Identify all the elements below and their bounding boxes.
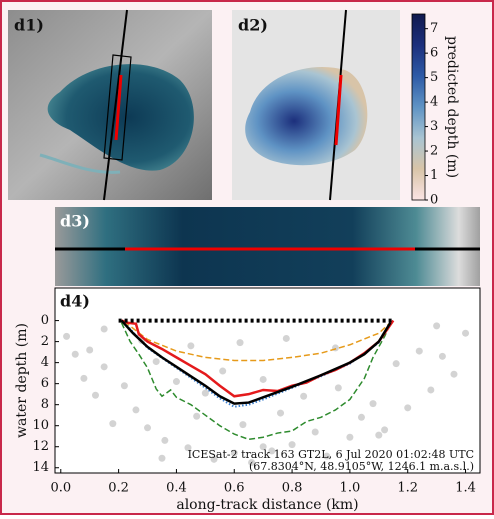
panel-label: d2) bbox=[238, 16, 268, 35]
photon-point bbox=[152, 358, 160, 366]
colorbar-fill bbox=[411, 13, 426, 201]
photon-point bbox=[172, 378, 180, 386]
photon-point bbox=[277, 409, 285, 417]
x-tick-label: 1.0 bbox=[340, 481, 361, 496]
photon-point bbox=[346, 433, 354, 441]
photon-point bbox=[415, 347, 423, 355]
photon-point bbox=[239, 421, 247, 429]
photon-point bbox=[91, 391, 99, 399]
panel-label: d3) bbox=[60, 212, 90, 231]
photon-point bbox=[144, 424, 152, 432]
photon-point bbox=[210, 455, 218, 463]
colorbar-tick-label: 3 bbox=[430, 119, 438, 134]
photon-point bbox=[334, 384, 342, 392]
panel-d3: d3) bbox=[55, 207, 480, 286]
photon-point bbox=[259, 375, 267, 383]
photon-point bbox=[268, 447, 276, 455]
depth-line bbox=[123, 321, 391, 362]
photon-point bbox=[462, 329, 470, 337]
y-tick-label: 12 bbox=[32, 439, 49, 454]
photon-point bbox=[375, 431, 383, 439]
panel-label: d4) bbox=[60, 292, 90, 311]
photon-point bbox=[433, 322, 441, 330]
depth-plot: 0.0 0.2 0.4 0.6 0.8 1.0 1.2 1.4 0 2 4 6 8 10 12 14 along… bbox=[14, 292, 476, 514]
photon-point bbox=[259, 443, 267, 451]
y-tick-label: 8 bbox=[41, 397, 49, 412]
y-axis-label: water depth (m) bbox=[14, 323, 30, 438]
photon-point bbox=[63, 332, 71, 340]
photon-point bbox=[80, 374, 88, 382]
photon-point bbox=[236, 339, 244, 347]
x-tick-label: 1.2 bbox=[397, 481, 418, 496]
colorbar-tick-label: 7 bbox=[430, 21, 438, 36]
panel-d1: d1) bbox=[8, 9, 212, 201]
x-tick-label: 0.0 bbox=[50, 481, 71, 496]
depth-line bbox=[120, 322, 392, 441]
depth-line bbox=[120, 319, 392, 405]
y-tick-label: 4 bbox=[41, 355, 49, 370]
photon-point bbox=[438, 352, 446, 360]
x-tick-label: 1.4 bbox=[455, 481, 476, 496]
annotation: ICESat-2 track 163 GT2L, 6 Jul 2020 01:0… bbox=[188, 448, 474, 461]
x-tick-label: 0.2 bbox=[108, 481, 129, 496]
colorbar: 0 1 2 3 4 5 6 7 predicted depth (m) bbox=[411, 13, 460, 208]
colorbar-tick-label: 5 bbox=[430, 70, 438, 85]
photon-point bbox=[187, 342, 195, 350]
photon-point bbox=[120, 382, 128, 390]
colorbar-tick-label: 2 bbox=[430, 144, 438, 159]
photon-point bbox=[184, 444, 192, 452]
plot-area bbox=[54, 287, 481, 474]
colorbar-tick-label: 6 bbox=[430, 46, 438, 61]
photon-point bbox=[357, 413, 365, 421]
colorbar-label: predicted depth (m) bbox=[444, 36, 460, 178]
panel-d2: d2) bbox=[232, 9, 400, 201]
photon-point bbox=[230, 449, 238, 457]
photon-point bbox=[369, 400, 377, 408]
photon-point bbox=[71, 350, 79, 358]
panel-label: d1) bbox=[14, 16, 44, 35]
photon-point bbox=[201, 389, 209, 397]
photon-point bbox=[219, 367, 227, 375]
colorbar-tick-label: 1 bbox=[430, 168, 438, 183]
photon-point bbox=[86, 346, 94, 354]
y-tick-label: 14 bbox=[32, 460, 49, 475]
y-tick-label: 10 bbox=[32, 418, 49, 433]
y-tick-label: 6 bbox=[41, 376, 49, 391]
photon-point bbox=[161, 436, 169, 444]
photon-point bbox=[311, 428, 319, 436]
colorbar-tick-label: 0 bbox=[430, 193, 438, 208]
photon-point bbox=[381, 426, 389, 434]
photon-point bbox=[100, 325, 108, 333]
x-tick-label: 0.4 bbox=[166, 481, 187, 496]
colorbar-tick-label: 4 bbox=[430, 95, 438, 110]
x-tick-label: 0.6 bbox=[224, 481, 245, 496]
photon-point bbox=[132, 406, 140, 414]
x-tick-label: 0.8 bbox=[282, 481, 303, 496]
photon-point bbox=[248, 458, 256, 466]
photon-point bbox=[404, 404, 412, 412]
y-tick-label: 0 bbox=[41, 313, 49, 328]
annotation: (67.8304°N, 48.9105°W, 1246.1 m.a.s.l.) bbox=[249, 460, 474, 473]
photon-point bbox=[450, 370, 458, 378]
photon-point bbox=[100, 363, 108, 371]
y-tick-label: 2 bbox=[41, 334, 49, 349]
photon-point bbox=[300, 392, 308, 400]
photon-point bbox=[193, 412, 201, 420]
photon-point bbox=[282, 334, 290, 342]
photon-point bbox=[392, 360, 400, 368]
photon-point bbox=[323, 452, 331, 460]
photon-point bbox=[158, 454, 166, 462]
photon-point bbox=[427, 386, 435, 394]
photon-point bbox=[288, 441, 296, 449]
x-axis-label: along-track distance (km) bbox=[176, 497, 358, 513]
photon-point bbox=[109, 420, 117, 428]
